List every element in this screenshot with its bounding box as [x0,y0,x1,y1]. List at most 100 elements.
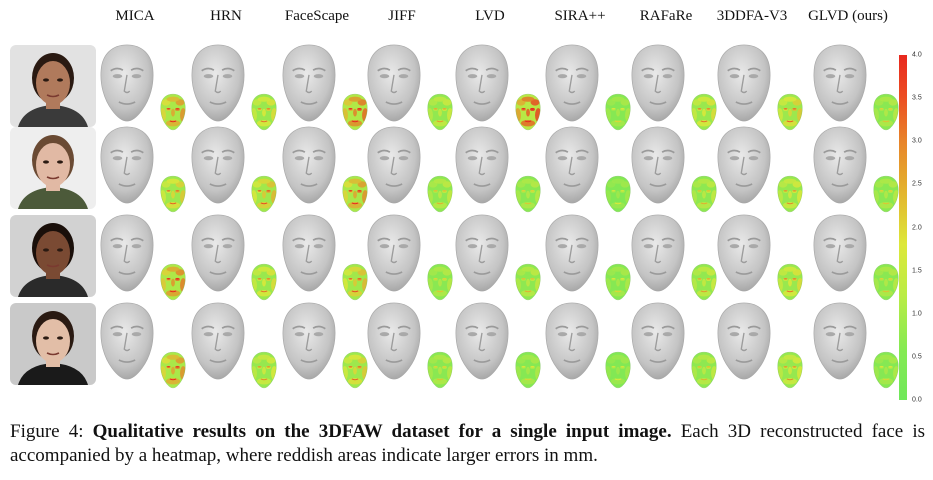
input-photo-row-3 [10,215,96,297]
error-heatmap-hrn-row-2 [248,174,280,219]
error-heatmap-sira-row-2 [602,174,634,219]
method-label-hrn: HRN [210,8,242,24]
error-heatmap-sira-row-4 [602,350,634,395]
reconstruction-glvd-ours-row-2 [806,124,874,211]
colorbar-tick: 2.5 [912,180,922,188]
reconstruction-hrn-row-3 [184,212,252,299]
error-heatmap-sira-row-3 [602,262,634,307]
error-heatmap-facescape-row-2 [339,174,371,219]
reconstruction-jiff-row-1 [360,42,428,129]
error-heatmap-3ddfa-v3-row-4 [774,350,806,395]
reconstruction-glvd-ours-row-3 [806,212,874,299]
colorbar-tick: 4.0 [912,51,922,59]
reconstruction-glvd-ours-row-1 [806,42,874,129]
reconstruction-mica-row-4 [93,300,161,387]
error-heatmap-glvd-ours-row-3 [870,262,902,307]
method-label-3ddfa-v3: 3DDFA-V3 [716,8,788,24]
error-heatmap-sira-row-1 [602,92,634,137]
colorbar-tick: 2.0 [912,224,922,231]
colorbar-tick: 0.5 [912,353,922,361]
reconstruction-hrn-row-2 [184,124,252,211]
error-heatmap-lvd-row-2 [512,174,544,219]
reconstruction-hrn-row-4 [184,300,252,387]
reconstruction-3ddfa-v3-row-4 [710,300,778,387]
reconstruction-facescape-row-1 [275,42,343,129]
method-label-sira: SIRA++ [554,8,606,24]
reconstruction-mica-row-2 [93,124,161,211]
colorbar-tick: 1.0 [912,310,922,318]
input-photo-row-4 [10,303,96,385]
reconstruction-lvd-row-3 [448,212,516,299]
reconstruction-rafare-row-3 [624,212,692,299]
colorbar-tick: 3.5 [912,94,922,102]
error-heatmap-glvd-ours-row-1 [870,92,902,137]
error-heatmap-hrn-row-1 [248,92,280,137]
figure-4: MICA HRN FaceScape JIFF LVD SIRA++ RAFaRe 3DDFA… [10,8,922,404]
reconstruction-jiff-row-2 [360,124,428,211]
reconstruction-sira-row-1 [538,42,606,129]
method-label-mica: MICA [115,8,155,24]
caption-label: Figure 4: [10,421,93,442]
reconstruction-mica-row-1 [93,42,161,129]
figure-caption: Figure 4: Qualitative results on the 3DF… [10,420,925,468]
error-heatmap-jiff-row-4 [424,350,456,395]
error-heatmap-mica-row-2 [157,174,189,219]
reconstruction-3ddfa-v3-row-2 [710,124,778,211]
error-heatmap-hrn-row-4 [248,350,280,395]
colorbar-tick: 3.0 [912,137,922,145]
reconstruction-jiff-row-4 [360,300,428,387]
reconstruction-facescape-row-4 [275,300,343,387]
error-heatmap-facescape-row-1 [339,92,371,137]
reconstruction-rafare-row-4 [624,300,692,387]
reconstruction-rafare-row-1 [624,42,692,129]
error-heatmap-rafare-row-4 [688,350,720,395]
colorbar-tick: 1.5 [912,267,922,275]
caption-body: Each 3D reconstructed face is accompanie… [10,421,925,466]
reconstruction-hrn-row-1 [184,42,252,129]
method-label-lvd: LVD [475,8,505,24]
error-heatmap-glvd-ours-row-2 [870,174,902,219]
error-heatmap-lvd-row-4 [512,350,544,395]
error-colorbar [899,55,907,400]
error-heatmap-rafare-row-2 [688,174,720,219]
error-heatmap-hrn-row-3 [248,262,280,307]
error-heatmap-glvd-ours-row-4 [870,350,902,395]
error-heatmap-mica-row-3 [157,262,189,307]
input-photo-row-2 [10,127,96,209]
method-label-facescape: FaceScape [284,8,350,24]
error-heatmap-facescape-row-4 [339,350,371,395]
reconstruction-lvd-row-1 [448,42,516,129]
error-heatmap-3ddfa-v3-row-1 [774,92,806,137]
method-label-rafare: RAFaRe [639,8,693,24]
reconstruction-mica-row-3 [93,212,161,299]
method-label-jiff: JIFF [388,8,416,24]
error-heatmap-facescape-row-3 [339,262,371,307]
error-heatmap-mica-row-4 [157,350,189,395]
reconstruction-facescape-row-2 [275,124,343,211]
reconstruction-3ddfa-v3-row-3 [710,212,778,299]
reconstruction-sira-row-3 [538,212,606,299]
reconstruction-lvd-row-2 [448,124,516,211]
error-heatmap-jiff-row-1 [424,92,456,137]
reconstruction-sira-row-4 [538,300,606,387]
reconstruction-sira-row-2 [538,124,606,211]
error-heatmap-jiff-row-3 [424,262,456,307]
error-heatmap-jiff-row-2 [424,174,456,219]
method-label-glvd-ours: GLVD (ours) [808,8,888,24]
reconstruction-3ddfa-v3-row-1 [710,42,778,129]
reconstruction-rafare-row-2 [624,124,692,211]
error-heatmap-lvd-row-3 [512,262,544,307]
reconstruction-jiff-row-3 [360,212,428,299]
error-heatmap-rafare-row-3 [688,262,720,307]
caption-title: Qualitative results on the 3DFAW dataset… [92,421,672,442]
error-heatmap-3ddfa-v3-row-2 [774,174,806,219]
error-heatmap-mica-row-1 [157,92,189,137]
error-heatmap-3ddfa-v3-row-3 [774,262,806,307]
error-heatmap-lvd-row-1 [512,92,544,137]
error-heatmap-rafare-row-1 [688,92,720,137]
reconstruction-glvd-ours-row-4 [806,300,874,387]
reconstruction-lvd-row-4 [448,300,516,387]
reconstruction-facescape-row-3 [275,212,343,299]
colorbar-tick: 0.0 [912,396,922,404]
input-photo-row-1 [10,45,96,127]
